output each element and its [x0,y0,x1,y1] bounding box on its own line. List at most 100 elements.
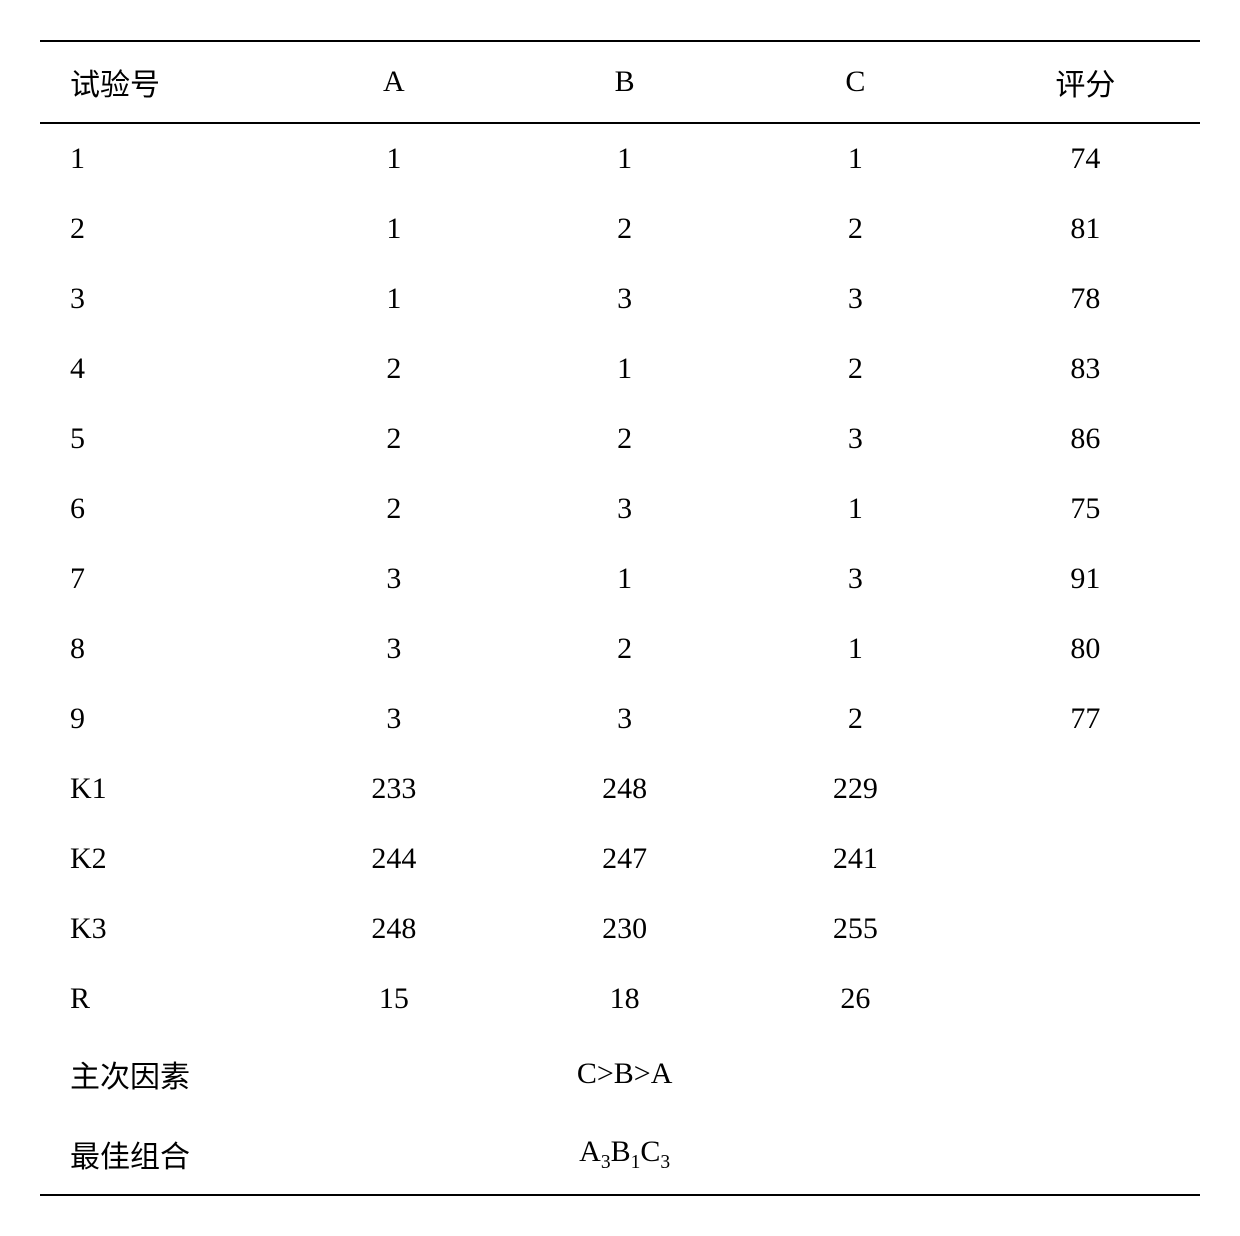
cell-b: 1 [509,544,740,614]
cell-trial-no: 7 [40,544,278,614]
cell-score [971,964,1200,1034]
table-row: 2 1 2 2 81 [40,194,1200,264]
cell-c: 2 [740,684,971,754]
cell-a: 248 [278,894,509,964]
cell-score: 83 [971,334,1200,404]
cell-score: 78 [971,264,1200,334]
best-b-sub: 1 [631,1152,641,1173]
cell-a: 3 [278,544,509,614]
cell-best-value: A3B1C3 [278,1114,970,1195]
cell-score [971,754,1200,824]
cell-b: 248 [509,754,740,824]
cell-a: 3 [278,684,509,754]
table-row: K3 248 230 255 [40,894,1200,964]
cell-score: 86 [971,404,1200,474]
table-row: 8 3 2 1 80 [40,614,1200,684]
cell-c: 2 [740,194,971,264]
best-a: A [579,1135,601,1168]
table-row: K2 244 247 241 [40,824,1200,894]
cell-a: 2 [278,334,509,404]
cell-c: 2 [740,334,971,404]
table-row: 1 1 1 1 74 [40,123,1200,194]
table-row: 5 2 2 3 86 [40,404,1200,474]
table-row: K1 233 248 229 [40,754,1200,824]
cell-trial-no: 2 [40,194,278,264]
cell-score [971,894,1200,964]
cell-c: 3 [740,544,971,614]
cell-c: 1 [740,474,971,544]
cell-a: 3 [278,614,509,684]
cell-a: 1 [278,123,509,194]
best-c-sub: 3 [660,1152,670,1173]
cell-score: 74 [971,123,1200,194]
cell-c: 26 [740,964,971,1034]
cell-a: 2 [278,474,509,544]
cell-a: 2 [278,404,509,474]
table-header-row: 试验号 A B C 评分 [40,41,1200,123]
cell-score: 91 [971,544,1200,614]
table-row: 6 2 3 1 75 [40,474,1200,544]
cell-k-label: K3 [40,894,278,964]
cell-c: 3 [740,264,971,334]
cell-score: 75 [971,474,1200,544]
table-row: R 15 18 26 [40,964,1200,1034]
cell-score: 80 [971,614,1200,684]
cell-trial-no: 6 [40,474,278,544]
cell-a: 1 [278,264,509,334]
table-row: 9 3 3 2 77 [40,684,1200,754]
table-row-factor-order: 主次因素 C>B>A [40,1034,1200,1114]
cell-a: 15 [278,964,509,1034]
cell-k-label: K1 [40,754,278,824]
cell-a: 244 [278,824,509,894]
cell-b: 3 [509,264,740,334]
header-col-b: B [509,41,740,123]
cell-score [971,824,1200,894]
cell-b: 18 [509,964,740,1034]
cell-factor-value: C>B>A [278,1034,970,1114]
cell-c: 229 [740,754,971,824]
best-a-sub: 3 [601,1152,611,1173]
cell-b: 1 [509,334,740,404]
cell-a: 233 [278,754,509,824]
cell-b: 2 [509,404,740,474]
cell-score: 77 [971,684,1200,754]
header-col-c: C [740,41,971,123]
cell-factor-label: 主次因素 [40,1034,278,1114]
cell-c: 1 [740,614,971,684]
cell-c: 241 [740,824,971,894]
cell-c: 1 [740,123,971,194]
header-col-a: A [278,41,509,123]
best-c: C [640,1135,660,1168]
table-row: 7 3 1 3 91 [40,544,1200,614]
cell-b: 2 [509,194,740,264]
cell-trial-no: 4 [40,334,278,404]
cell-b: 230 [509,894,740,964]
cell-trial-no: 3 [40,264,278,334]
cell-c: 255 [740,894,971,964]
cell-trial-no: 5 [40,404,278,474]
cell-empty [971,1114,1200,1195]
cell-a: 1 [278,194,509,264]
cell-b: 3 [509,474,740,544]
cell-best-label: 最佳组合 [40,1114,278,1195]
cell-b: 3 [509,684,740,754]
best-b: B [611,1135,631,1168]
cell-trial-no: 8 [40,614,278,684]
header-trial: 试验号 [40,41,278,123]
cell-c: 3 [740,404,971,474]
cell-k-label: K2 [40,824,278,894]
cell-b: 2 [509,614,740,684]
table-row: 4 2 1 2 83 [40,334,1200,404]
cell-b: 1 [509,123,740,194]
cell-r-label: R [40,964,278,1034]
cell-empty [971,1034,1200,1114]
table-row: 3 1 3 3 78 [40,264,1200,334]
cell-trial-no: 9 [40,684,278,754]
header-score: 评分 [971,41,1200,123]
table-row-best-combo: 最佳组合 A3B1C3 [40,1114,1200,1195]
orthogonal-experiment-table: 试验号 A B C 评分 1 1 1 1 74 2 1 2 2 81 3 1 3… [40,40,1200,1196]
cell-b: 247 [509,824,740,894]
cell-score: 81 [971,194,1200,264]
cell-trial-no: 1 [40,123,278,194]
table-body: 1 1 1 1 74 2 1 2 2 81 3 1 3 3 78 4 2 1 2… [40,123,1200,1195]
